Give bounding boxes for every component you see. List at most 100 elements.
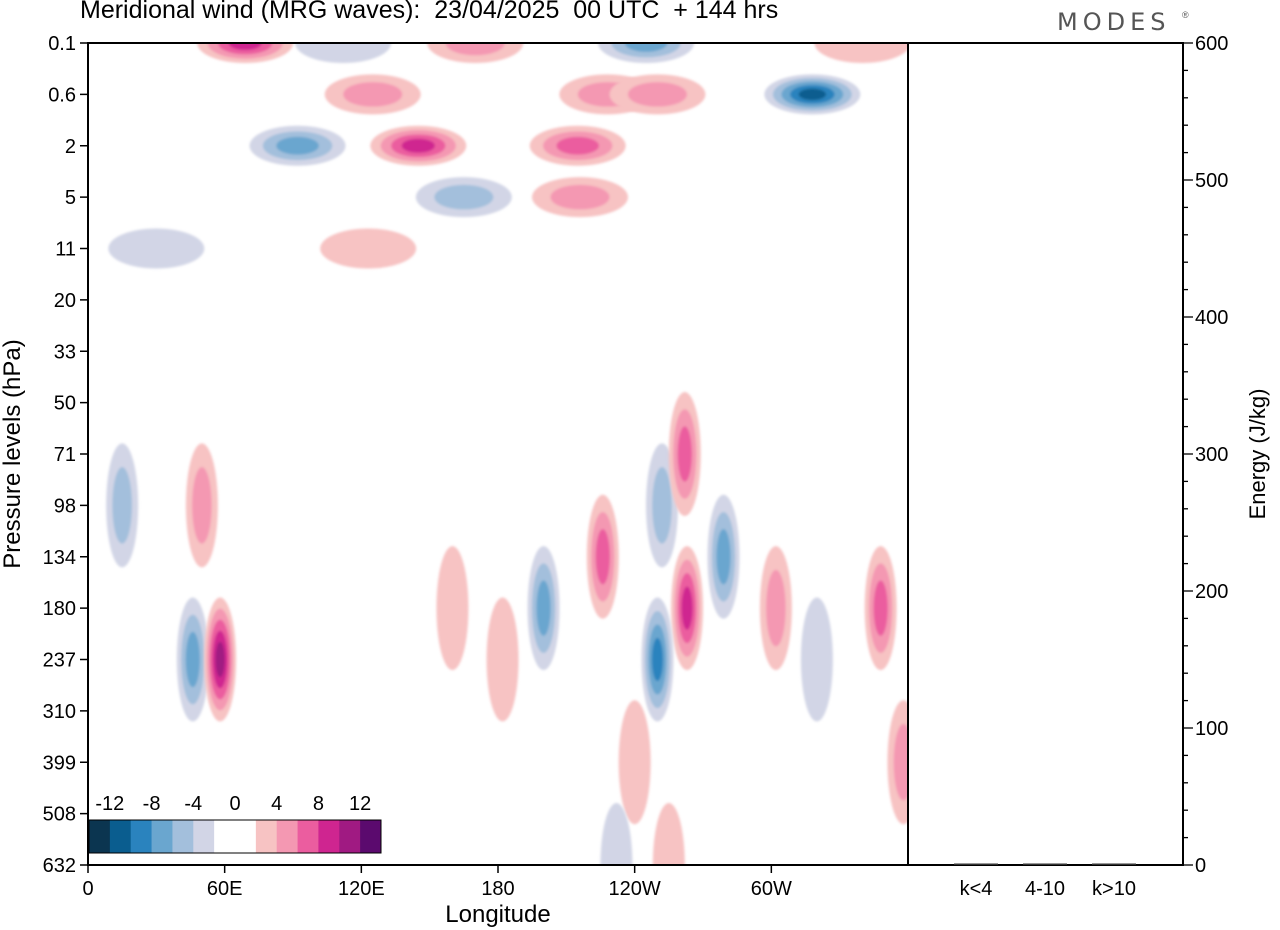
energy-panel-frame bbox=[907, 42, 1184, 866]
contour-fill bbox=[185, 631, 200, 688]
contour-fill bbox=[618, 700, 651, 825]
x-tick-label: 0 bbox=[82, 878, 93, 900]
y-tick-label: 5 bbox=[65, 187, 76, 209]
y-axis-label: Pressure levels (hPa) bbox=[0, 339, 26, 568]
contour-fill bbox=[627, 82, 687, 107]
wind-anomaly-blob bbox=[324, 74, 421, 115]
y-tick-label: 2 bbox=[65, 136, 76, 158]
contour-fill bbox=[228, 43, 262, 50]
contour-fill bbox=[295, 43, 392, 63]
wind-anomaly-blob bbox=[486, 597, 519, 722]
colorbar-frame bbox=[88, 819, 382, 854]
y-tick-label: 71 bbox=[54, 444, 76, 466]
colorbar-tick-label: 4 bbox=[271, 793, 282, 815]
wind-anomaly-blob bbox=[800, 597, 833, 722]
wind-anomaly-blob bbox=[641, 597, 674, 722]
wind-anomaly-blob bbox=[814, 43, 908, 63]
wind-anomaly-blob bbox=[427, 43, 524, 63]
colorbar-swatch bbox=[318, 820, 340, 853]
contour-fill bbox=[595, 529, 610, 585]
x-tick-label: 180 bbox=[481, 878, 514, 900]
y-tick-label: 0.6 bbox=[48, 84, 76, 106]
colorbar-tick-label: 8 bbox=[313, 793, 324, 815]
y-tick-label: 310 bbox=[43, 701, 76, 723]
colorbar-tick-label: 12 bbox=[349, 793, 371, 815]
contour-fill bbox=[343, 82, 403, 107]
contour-fill bbox=[192, 467, 212, 544]
x-tick-label: 60E bbox=[207, 878, 243, 900]
wind-anomaly-blob bbox=[106, 443, 139, 568]
y-tick-label: 50 bbox=[54, 393, 76, 415]
y-tick-label: 11 bbox=[55, 239, 76, 261]
colorbar-swatch bbox=[360, 820, 382, 853]
energy-bar bbox=[1092, 863, 1136, 865]
contour-fill bbox=[624, 43, 668, 52]
wind-anomaly-blob bbox=[707, 494, 740, 619]
energy-axis-label: Energy (J/kg) bbox=[1245, 389, 1270, 520]
wind-anomaly-blob bbox=[108, 228, 205, 269]
x-axis-label: Longitude bbox=[445, 901, 550, 928]
wind-anomaly-blob bbox=[618, 700, 651, 825]
contour-fill bbox=[536, 580, 551, 636]
contour-fill bbox=[556, 136, 600, 155]
colorbar-swatch bbox=[193, 820, 215, 853]
contour-fill bbox=[401, 138, 435, 153]
energy-tick-label: 500 bbox=[1195, 170, 1228, 192]
wind-anomaly-blob bbox=[176, 597, 209, 722]
wind-anomaly-blob bbox=[320, 228, 417, 269]
contour-fill bbox=[814, 43, 908, 63]
y-tick-label: 134 bbox=[43, 547, 76, 569]
contour-fill bbox=[276, 136, 319, 155]
wind-anomaly-blob bbox=[527, 546, 560, 671]
contour-fill bbox=[716, 529, 731, 585]
colorbar-tick-label: -12 bbox=[95, 793, 124, 815]
y-tick-label: 508 bbox=[43, 804, 76, 826]
wind-anomaly-blob bbox=[415, 177, 512, 218]
energy-bar bbox=[954, 863, 998, 865]
wind-anomaly-blob bbox=[185, 443, 218, 568]
chart-title: Meridional wind (MRG waves): 23/04/2025 … bbox=[80, 0, 779, 24]
colorbar-tick-label: -8 bbox=[143, 793, 161, 815]
wind-anomaly-blob bbox=[600, 803, 633, 865]
colorbar-swatch bbox=[255, 820, 278, 853]
contour-fill bbox=[677, 426, 692, 482]
y-tick-label: 0.1 bbox=[48, 33, 76, 55]
wind-anomaly-blob bbox=[652, 803, 685, 865]
y-tick-label: 20 bbox=[54, 290, 76, 312]
wind-anomaly-blob bbox=[668, 392, 701, 516]
wind-anomaly-blob bbox=[598, 43, 695, 63]
wind-anomaly-blob bbox=[671, 546, 704, 671]
contour-fill bbox=[108, 228, 205, 269]
contour-fill bbox=[798, 88, 827, 101]
y-tick-label: 632 bbox=[43, 855, 76, 877]
wind-anomaly-blob bbox=[370, 125, 467, 166]
contour-fill bbox=[112, 467, 132, 544]
contour-fill bbox=[651, 637, 664, 682]
y-tick-label: 399 bbox=[43, 752, 76, 774]
colorbar-swatch bbox=[339, 820, 361, 853]
energy-tick-label: 200 bbox=[1195, 581, 1228, 603]
contour-fill bbox=[445, 43, 505, 56]
contour-fill bbox=[766, 569, 786, 647]
contour-field bbox=[106, 43, 908, 865]
contour-fill bbox=[600, 803, 633, 865]
y-tick-label: 180 bbox=[43, 598, 76, 620]
colorbar-swatch bbox=[89, 820, 111, 853]
contour-fill bbox=[215, 641, 225, 678]
colorbar-swatch bbox=[109, 820, 132, 853]
colorbar-swatch bbox=[130, 820, 152, 853]
contour-fill bbox=[893, 724, 908, 801]
colorbar-swatch bbox=[235, 820, 257, 853]
contour-fill bbox=[873, 580, 888, 636]
y-tick-label: 33 bbox=[54, 341, 76, 363]
energy-category-label: k<4 bbox=[960, 878, 993, 900]
energy-tick-label: 300 bbox=[1195, 444, 1228, 466]
brand-registered-mark: ® bbox=[1182, 10, 1189, 20]
contour-fill bbox=[681, 586, 693, 630]
colorbar-swatch bbox=[151, 820, 173, 853]
colorbar-tick-label: 0 bbox=[229, 793, 240, 815]
y-tick-label: 237 bbox=[43, 650, 76, 672]
wind-anomaly-blob bbox=[759, 546, 792, 671]
colorbar-swatch bbox=[214, 820, 236, 853]
